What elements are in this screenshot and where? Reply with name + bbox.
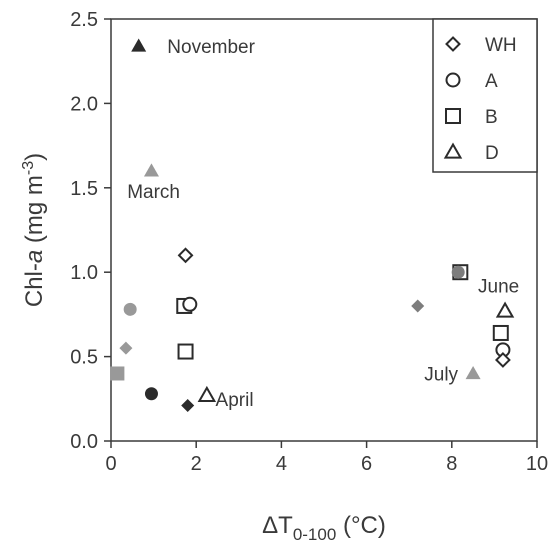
x-tick-label: 10: [526, 453, 548, 475]
y-axis-title-ital: a: [21, 250, 48, 263]
x-tick-label: 4: [276, 453, 287, 475]
legend-marker-square: [445, 108, 461, 124]
data-point-diamond: [177, 247, 194, 264]
axis-ticks: 0 2 4 6 8 10 0.0 0.5 1.0 1.5 2.0 2.5: [70, 9, 548, 475]
data-point-triangle: [131, 38, 147, 52]
data-point-diamond: [411, 299, 425, 313]
x-axis-title-unit: (°C): [336, 512, 386, 539]
x-axis-title-base: ΔT: [262, 512, 293, 539]
y-tick-label: 0.5: [70, 347, 98, 369]
data-point-triangle: [465, 365, 481, 380]
y-axis-title-unit: (mg m: [21, 175, 48, 250]
data-point-diamond: [181, 399, 195, 413]
data-point-triangle: [495, 301, 515, 318]
data-point-circle: [182, 296, 198, 312]
data-point-square: [492, 324, 509, 341]
annotation-label: April: [216, 390, 254, 411]
y-tick-label: 2.5: [70, 9, 98, 31]
x-tick-label: 6: [361, 453, 372, 475]
plot-area: [110, 18, 538, 442]
y-tick-label: 1.0: [70, 262, 98, 284]
data-point-triangle: [143, 163, 159, 177]
y-axis-title-close: ): [21, 153, 48, 161]
x-tick-label: 0: [105, 453, 116, 475]
x-axis-title-sub: 0-100: [293, 525, 336, 544]
data-point-square: [177, 343, 194, 360]
legend-marker-diamond: [445, 36, 461, 52]
legend-label: B: [485, 107, 498, 128]
annotation-label: March: [127, 182, 180, 203]
annotations: November March April June July: [127, 37, 519, 411]
legend-marker-triangle: [443, 142, 463, 159]
x-tick-label: 8: [446, 453, 457, 475]
y-tick-label: 2.0: [70, 93, 98, 115]
x-axis-title: ΔT0-100 (°C): [262, 512, 386, 544]
legend-marker-circle: [445, 72, 461, 88]
data-point-circle: [123, 302, 137, 316]
legend: WH ABD: [432, 18, 538, 173]
y-tick-label: 0.0: [70, 431, 98, 453]
data-point-diamond: [119, 341, 133, 355]
y-axis-title-pre: Chl-: [21, 263, 48, 307]
annotation-label: November: [167, 37, 255, 58]
data-point-triangle: [197, 385, 217, 403]
y-tick-label: 1.5: [70, 178, 98, 200]
annotation-label: June: [478, 277, 519, 298]
legend-label: D: [485, 143, 499, 164]
x-tick-label: 2: [191, 453, 202, 475]
plot-frame: [110, 18, 538, 442]
data-point-diamond: [495, 352, 511, 368]
legend-label: A: [485, 71, 498, 92]
y-axis-title-sup: -3: [20, 161, 37, 175]
data-points: [110, 38, 515, 413]
axis-titles: ΔT0-100 (°C) Chl-a (mg m-3): [20, 153, 386, 544]
data-point-circle: [144, 387, 158, 401]
data-point-square: [110, 366, 125, 381]
legend-label: WH: [485, 35, 517, 56]
annotation-label: July: [424, 364, 458, 385]
y-axis-title: Chl-a (mg m-3): [20, 153, 48, 307]
data-point-circle: [451, 265, 465, 279]
